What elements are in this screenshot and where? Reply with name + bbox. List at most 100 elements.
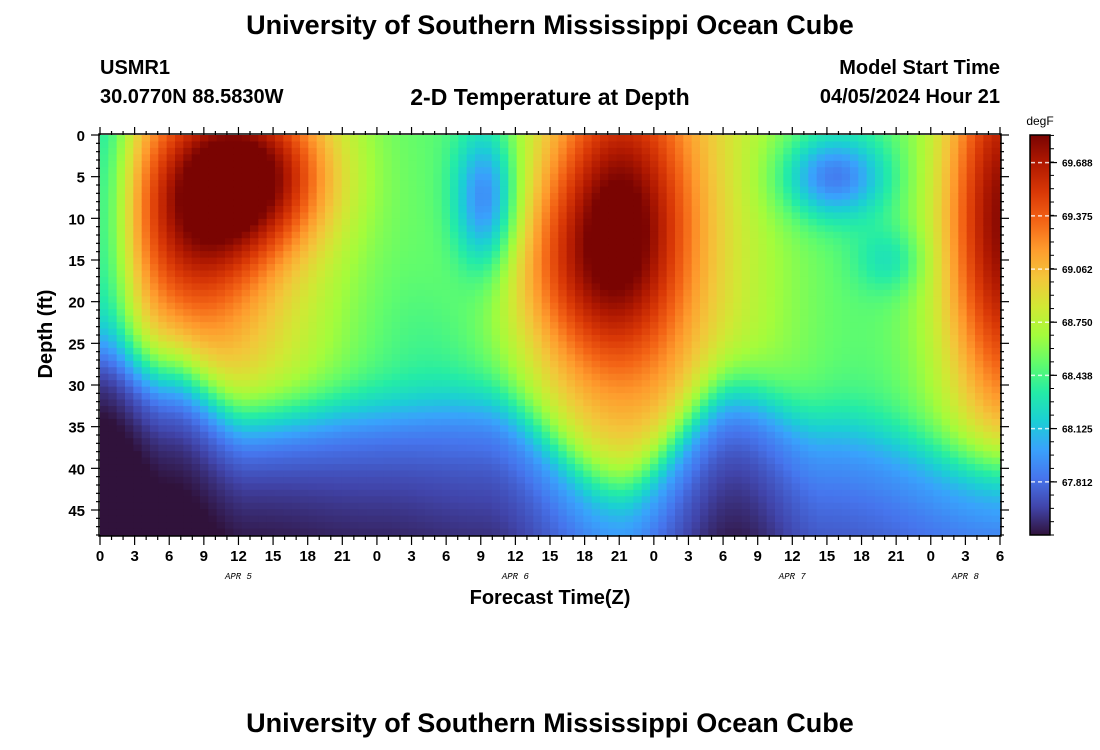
- heatmap-cell: [650, 425, 659, 433]
- heatmap-cell: [758, 180, 768, 188]
- heatmap-cell: [366, 205, 376, 214]
- heatmap-cell: [416, 276, 426, 284]
- heatmap-cell: [500, 315, 509, 323]
- heatmap-cell: [241, 193, 251, 201]
- heatmap-cell: [466, 186, 476, 194]
- heatmap-cell: [125, 322, 134, 330]
- heatmap-cell: [658, 522, 668, 530]
- heatmap-cell: [733, 431, 743, 439]
- heatmap-cell: [433, 309, 443, 317]
- heatmap-cell: [391, 302, 401, 310]
- heatmap-cell: [458, 483, 468, 491]
- heatmap-cell: [391, 425, 401, 433]
- heatmap-cell: [558, 347, 568, 355]
- heatmap-cell: [291, 238, 301, 246]
- heatmap-cell: [308, 154, 318, 162]
- heatmap-cell: [483, 270, 493, 278]
- heatmap-cell: [633, 315, 643, 323]
- heatmap-cell: [225, 438, 234, 446]
- heatmap-cell: [350, 483, 359, 491]
- heatmap-cell: [200, 167, 209, 175]
- heatmap-cell: [625, 322, 634, 330]
- heatmap-cell: [350, 135, 359, 143]
- heatmap-cell: [375, 496, 384, 504]
- heatmap-cell: [700, 328, 709, 336]
- heatmap-cell: [750, 193, 759, 201]
- heatmap-cell: [216, 438, 226, 446]
- heatmap-cell: [741, 509, 751, 517]
- heatmap-cell: [358, 509, 368, 517]
- heatmap-cell: [616, 483, 626, 491]
- heatmap-cell: [558, 354, 568, 362]
- heatmap-cell: [750, 386, 759, 394]
- heatmap-cell: [466, 367, 476, 375]
- heatmap-cell: [400, 522, 409, 530]
- heatmap-cell: [641, 335, 651, 343]
- heatmap-cell: [300, 418, 309, 426]
- heatmap-cell: [375, 502, 384, 510]
- heatmap-cell: [558, 528, 568, 536]
- heatmap-cell: [533, 373, 543, 381]
- heatmap-cell: [491, 212, 501, 220]
- heatmap-cell: [650, 418, 659, 426]
- heatmap-cell: [333, 283, 343, 291]
- heatmap-cell: [108, 147, 118, 155]
- heatmap-cell: [575, 315, 584, 323]
- heatmap-cell: [516, 173, 526, 181]
- heatmap-cell: [633, 418, 643, 426]
- heatmap-cell: [391, 393, 401, 401]
- heatmap-cell: [725, 218, 734, 226]
- heatmap-cell: [408, 399, 418, 407]
- heatmap-cell: [208, 496, 218, 504]
- heatmap-cell: [433, 212, 443, 220]
- heatmap-cell: [575, 335, 584, 343]
- heatmap-cell: [250, 386, 259, 394]
- heatmap-cell: [408, 418, 418, 426]
- heatmap-cell: [125, 412, 134, 420]
- heatmap-cell: [241, 167, 251, 175]
- heatmap-cell: [766, 167, 776, 175]
- heatmap-cell: [341, 509, 351, 517]
- heatmap-cell: [150, 283, 159, 291]
- heatmap-cell: [266, 315, 276, 323]
- heatmap-cell: [141, 341, 151, 349]
- heatmap-cell: [600, 425, 609, 433]
- heatmap-cell: [383, 193, 393, 201]
- heatmap-cell: [733, 483, 743, 491]
- heatmap-cell: [700, 393, 709, 401]
- heatmap-cell: [300, 438, 309, 446]
- heatmap-cell: [300, 444, 309, 452]
- heatmap-cell: [383, 218, 393, 226]
- heatmap-cell: [750, 296, 759, 304]
- heatmap-cell: [141, 496, 151, 504]
- heatmap-cell: [700, 386, 709, 394]
- heatmap-cell: [733, 405, 743, 414]
- heatmap-cell: [558, 431, 568, 439]
- heatmap-cell: [408, 180, 418, 188]
- heatmap-cell: [183, 457, 193, 465]
- heatmap-cell: [483, 154, 493, 162]
- heatmap-cell: [391, 180, 401, 188]
- heatmap-cell: [741, 341, 751, 349]
- heatmap-cell: [200, 205, 209, 214]
- heatmap-cell: [725, 412, 734, 420]
- heatmap-cell: [583, 451, 593, 459]
- heatmap-cell: [666, 193, 676, 201]
- heatmap-cell: [625, 283, 634, 291]
- heatmap-cell: [683, 451, 693, 459]
- heatmap-cell: [658, 154, 668, 162]
- heatmap-cell: [608, 393, 618, 401]
- heatmap-cell: [158, 289, 168, 297]
- heatmap-cell: [258, 264, 268, 272]
- heatmap-cell: [600, 251, 609, 259]
- heatmap-cell: [450, 347, 459, 355]
- heatmap-cell: [291, 180, 301, 188]
- heatmap-cell: [466, 289, 476, 297]
- heatmap-cell: [416, 289, 426, 297]
- heatmap-cell: [758, 141, 768, 149]
- heatmap-cell: [341, 380, 351, 388]
- heatmap-cell: [591, 238, 601, 246]
- heatmap-cell: [116, 515, 126, 523]
- heatmap-cell: [583, 354, 593, 362]
- heatmap-cell: [358, 244, 368, 252]
